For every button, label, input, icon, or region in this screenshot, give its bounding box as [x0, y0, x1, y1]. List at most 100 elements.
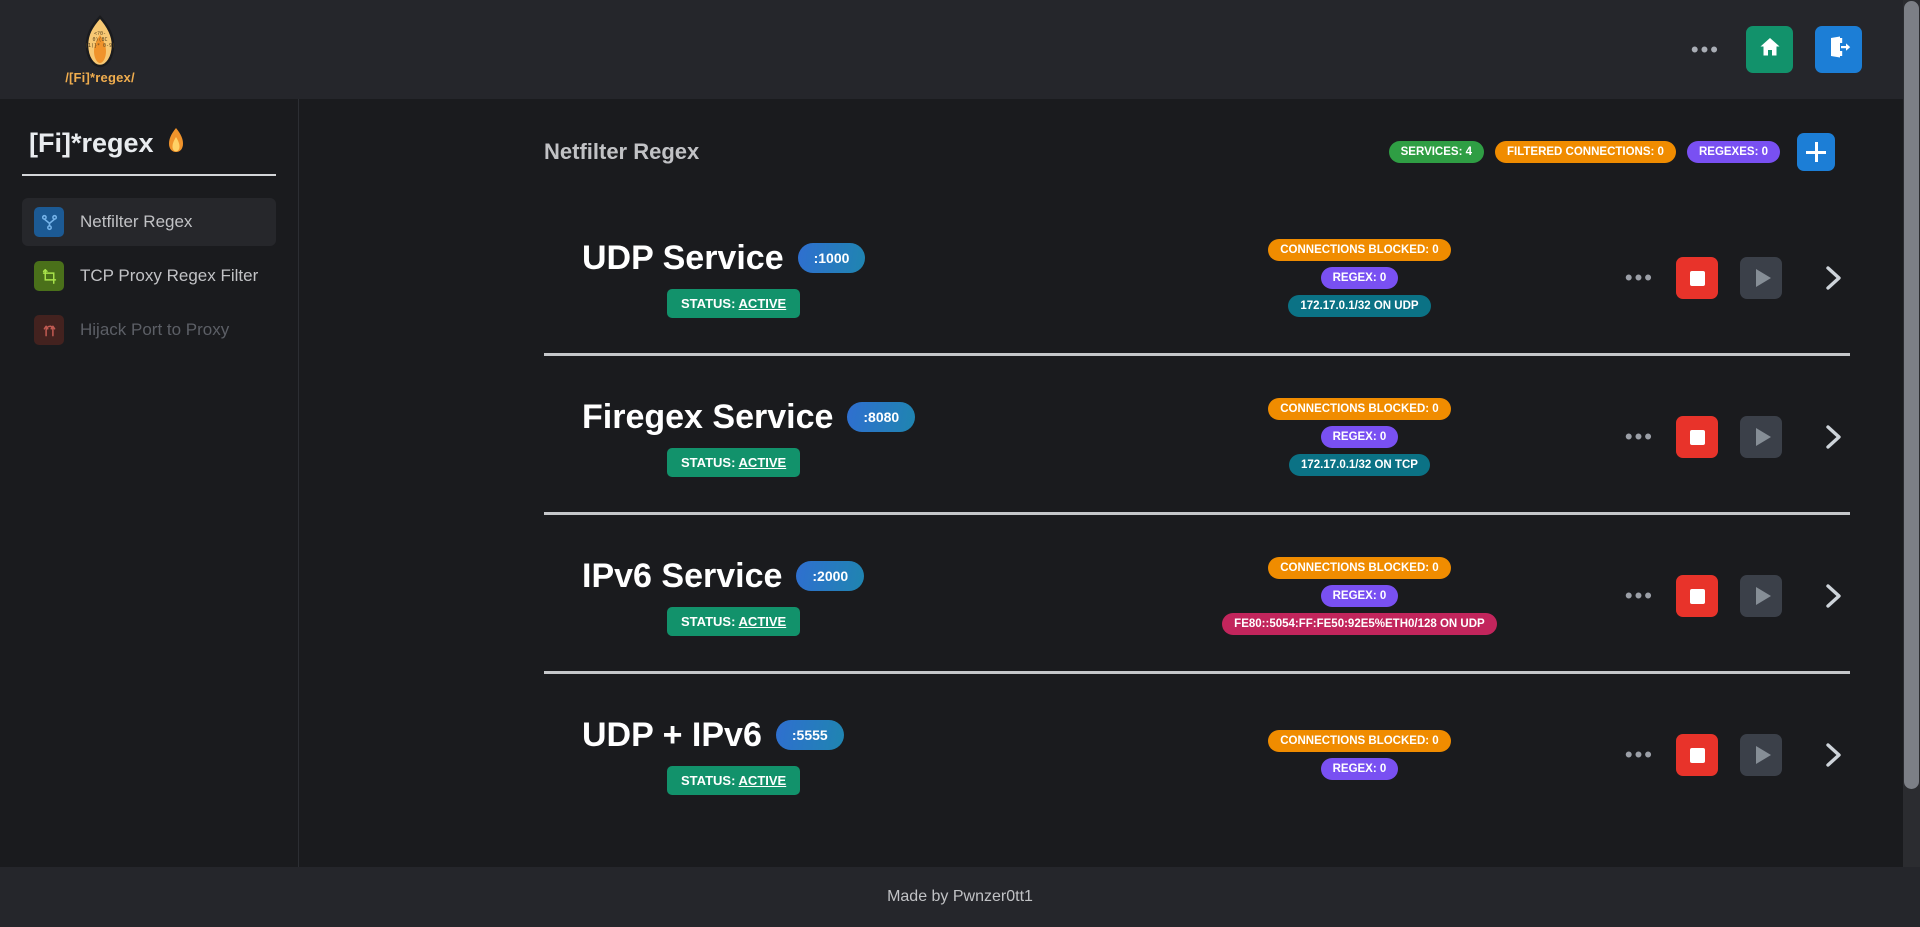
- service-divider: [544, 671, 1850, 674]
- service-status-badge: STATUS: ACTIVE: [667, 606, 801, 636]
- service-divider: [544, 353, 1850, 356]
- service-address-badge: 172.17.0.1/32 ON TCP: [1288, 454, 1430, 476]
- service-row: Firegex Service :8080 STATUS: ACTIVE CON…: [544, 370, 1850, 498]
- play-button[interactable]: [1740, 257, 1782, 299]
- stop-button[interactable]: [1676, 734, 1718, 776]
- stop-button[interactable]: [1676, 416, 1718, 458]
- chevron-right-icon[interactable]: [1816, 420, 1850, 454]
- service-name: UDP + IPv6: [582, 715, 762, 754]
- svg-text:(1)}* 0-9): (1)}* 0-9): [85, 43, 115, 49]
- service-metrics: CONNECTIONS BLOCKED: 0 REGEX: 0 FE80::50…: [1104, 557, 1625, 635]
- status-label: STATUS:: [681, 772, 736, 788]
- home-button[interactable]: [1746, 26, 1793, 73]
- top-bar: <?0- 0)(8C (1)}* 0-9) /[Fi]*regex/ •••: [0, 0, 1920, 99]
- status-badge-regexes[interactable]: REGEXES: 0: [1686, 141, 1780, 163]
- service-menu-button[interactable]: •••: [1624, 583, 1654, 608]
- status-value: ACTIVE: [738, 295, 787, 311]
- service-actions: •••: [1625, 416, 1850, 458]
- connections-blocked-badge: CONNECTIONS BLOCKED: 0: [1268, 239, 1451, 261]
- play-button[interactable]: [1740, 416, 1782, 458]
- home-icon: [1758, 35, 1782, 64]
- sidebar-item-label: Hijack Port to Proxy: [80, 320, 230, 339]
- service-status-badge: STATUS: ACTIVE: [667, 288, 801, 318]
- network-fork-icon: [34, 207, 64, 237]
- service-port-badge: :2000: [796, 561, 865, 591]
- service-name-line: IPv6 Service :2000: [582, 557, 1104, 596]
- service-port-badge: :5555: [775, 720, 844, 750]
- body-area: [Fi]*regex Netfilter Regex: [0, 99, 1920, 867]
- sidebar: [Fi]*regex Netfilter Regex: [0, 99, 299, 867]
- stop-button[interactable]: [1676, 575, 1718, 617]
- chevron-right-icon[interactable]: [1816, 261, 1850, 295]
- service-menu-button[interactable]: •••: [1624, 265, 1654, 290]
- brand-label: /[Fi]*regex/: [65, 69, 135, 85]
- status-value: ACTIVE: [738, 613, 787, 629]
- play-button[interactable]: [1740, 734, 1782, 776]
- sidebar-item-label: Netfilter Regex: [80, 212, 193, 231]
- sidebar-title: [Fi]*regex: [22, 127, 276, 160]
- page-title: Netfilter Regex: [544, 139, 700, 164]
- footer-text: Made by Pwnzer0tt1: [887, 888, 1033, 905]
- service-menu-button[interactable]: •••: [1624, 742, 1654, 767]
- flame-icon: <?0- 0)(8C (1)}* 0-9): [77, 14, 123, 69]
- service-address-badge: FE80::5054:FF:FE50:92E5%ETH0/128 ON UDP: [1222, 613, 1497, 635]
- service-name-line: UDP Service :1000: [582, 239, 1104, 278]
- logout-icon: [1827, 35, 1851, 64]
- footer: Made by Pwnzer0tt1: [0, 867, 1920, 927]
- svg-text:0)(8C: 0)(8C: [92, 37, 107, 43]
- service-identity: UDP Service :1000 STATUS: ACTIVE: [544, 239, 1104, 318]
- regex-count-badge: REGEX: 0: [1320, 585, 1399, 607]
- chevron-right-icon[interactable]: [1816, 738, 1850, 772]
- sidebar-item-label: TCP Proxy Regex Filter: [80, 266, 259, 285]
- connections-blocked-badge: CONNECTIONS BLOCKED: 0: [1268, 557, 1451, 579]
- service-status-badge: STATUS: ACTIVE: [667, 765, 801, 795]
- service-port-badge: :1000: [797, 243, 866, 273]
- service-row: IPv6 Service :2000 STATUS: ACTIVE CONNEC…: [544, 529, 1850, 657]
- service-identity: UDP + IPv6 :5555 STATUS: ACTIVE: [544, 716, 1104, 795]
- chevron-right-icon[interactable]: [1816, 579, 1850, 613]
- service-list: UDP Service :1000 STATUS: ACTIVE CONNECT…: [544, 211, 1850, 816]
- main-content: Netfilter Regex SERVICES: 4 FILTERED CON…: [299, 99, 1920, 867]
- service-status-badge: STATUS: ACTIVE: [667, 447, 801, 477]
- brand-logo[interactable]: <?0- 0)(8C (1)}* 0-9) /[Fi]*regex/: [40, 14, 160, 85]
- service-metrics: CONNECTIONS BLOCKED: 0 REGEX: 0: [1104, 730, 1625, 780]
- topbar-actions: •••: [1687, 26, 1896, 73]
- status-badge-filtered-connections[interactable]: FILTERED CONNECTIONS: 0: [1495, 141, 1676, 163]
- crop-transform-icon: [34, 261, 64, 291]
- sidebar-item-netfilter-regex[interactable]: Netfilter Regex: [22, 198, 276, 246]
- branch-arrows-icon: [34, 315, 64, 345]
- service-row: UDP + IPv6 :5555 STATUS: ACTIVE CONNECTI…: [544, 688, 1850, 816]
- service-port-badge: :8080: [847, 402, 916, 432]
- add-service-button[interactable]: [1797, 133, 1835, 171]
- service-actions: •••: [1625, 734, 1850, 776]
- service-name: Firegex Service: [582, 397, 834, 436]
- sidebar-item-tcp-proxy-regex-filter[interactable]: TCP Proxy Regex Filter: [22, 252, 276, 300]
- service-divider: [544, 512, 1850, 515]
- sidebar-divider: [22, 174, 276, 176]
- vertical-scrollbar-thumb[interactable]: [1904, 1, 1919, 789]
- service-address-badge: 172.17.0.1/32 ON UDP: [1288, 295, 1431, 317]
- play-button[interactable]: [1740, 575, 1782, 617]
- service-actions: •••: [1625, 575, 1850, 617]
- header-badges: SERVICES: 4 FILTERED CONNECTIONS: 0 REGE…: [1388, 133, 1835, 171]
- status-badge-services[interactable]: SERVICES: 4: [1388, 141, 1484, 163]
- svg-text:<?0-: <?0-: [94, 31, 106, 37]
- regex-count-badge: REGEX: 0: [1320, 758, 1399, 780]
- sidebar-item-hijack-port-to-proxy[interactable]: Hijack Port to Proxy: [22, 306, 276, 354]
- service-name-line: Firegex Service :8080: [582, 398, 1104, 437]
- service-name: IPv6 Service: [582, 556, 783, 595]
- service-menu-button[interactable]: •••: [1624, 424, 1654, 449]
- topbar-menu-button[interactable]: •••: [1690, 36, 1720, 62]
- status-value: ACTIVE: [738, 454, 787, 470]
- service-actions: •••: [1625, 257, 1850, 299]
- status-value: ACTIVE: [738, 772, 787, 788]
- main-header: Netfilter Regex SERVICES: 4 FILTERED CON…: [544, 133, 1850, 171]
- service-identity: Firegex Service :8080 STATUS: ACTIVE: [544, 398, 1104, 477]
- logout-button[interactable]: [1815, 26, 1862, 73]
- connections-blocked-badge: CONNECTIONS BLOCKED: 0: [1268, 730, 1451, 752]
- stop-button[interactable]: [1676, 257, 1718, 299]
- connections-blocked-badge: CONNECTIONS BLOCKED: 0: [1268, 398, 1451, 420]
- service-identity: IPv6 Service :2000 STATUS: ACTIVE: [544, 557, 1104, 636]
- sidebar-title-text: [Fi]*regex: [29, 128, 154, 158]
